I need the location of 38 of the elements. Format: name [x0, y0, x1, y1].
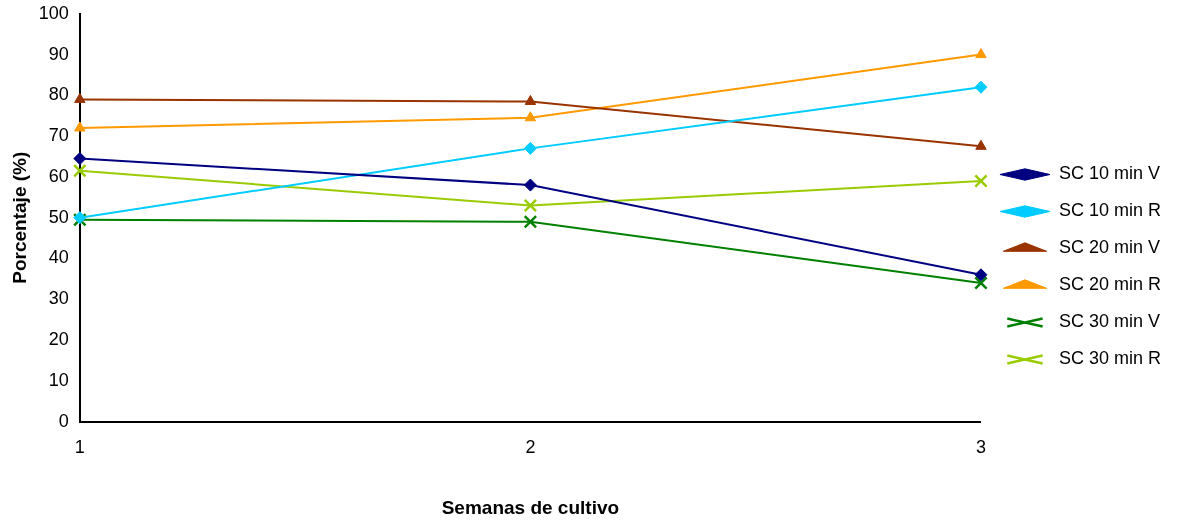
y-tick-label: 100 — [38, 2, 69, 23]
x-tick-label: 2 — [525, 437, 536, 458]
point — [523, 214, 538, 229]
y-tick-label: 20 — [48, 329, 69, 350]
y-tick-label: 50 — [48, 206, 69, 227]
point — [524, 94, 537, 105]
y-tick-label: 10 — [48, 369, 69, 390]
legend-label: SC 20 min R — [1058, 274, 1162, 295]
y-axis-title: Porcentaje (%) — [8, 151, 30, 284]
point — [524, 111, 537, 122]
point — [523, 198, 538, 213]
point — [974, 268, 988, 282]
point — [523, 178, 537, 192]
legend-label: SC 10 min R — [1058, 200, 1162, 221]
point — [975, 139, 987, 150]
y-tick-label: 70 — [48, 125, 69, 146]
point — [974, 80, 988, 94]
legend-label: SC 30 min V — [1058, 311, 1161, 332]
y-tick-label: 60 — [48, 165, 69, 186]
y-tick-label: 80 — [48, 84, 69, 105]
point — [72, 163, 87, 178]
legend-label: SC 20 min V — [1058, 237, 1161, 258]
x-tick-label: 3 — [975, 437, 986, 458]
point — [974, 174, 988, 188]
point — [974, 276, 988, 290]
y-tick-label: 0 — [58, 410, 69, 431]
y-tick-label: 30 — [48, 288, 69, 309]
legend-label: SC 10 min V — [1058, 163, 1161, 184]
point — [74, 121, 86, 132]
y-tick-label: 90 — [48, 43, 69, 64]
point — [523, 141, 537, 155]
x-axis-title: Semanas de cultivo — [441, 496, 620, 518]
legend-label: SC 30 min R — [1058, 348, 1162, 369]
y-tick-label: 40 — [48, 247, 69, 268]
x-tick-label: 1 — [74, 437, 85, 458]
point — [74, 92, 86, 103]
point — [975, 48, 987, 59]
point — [73, 152, 87, 166]
